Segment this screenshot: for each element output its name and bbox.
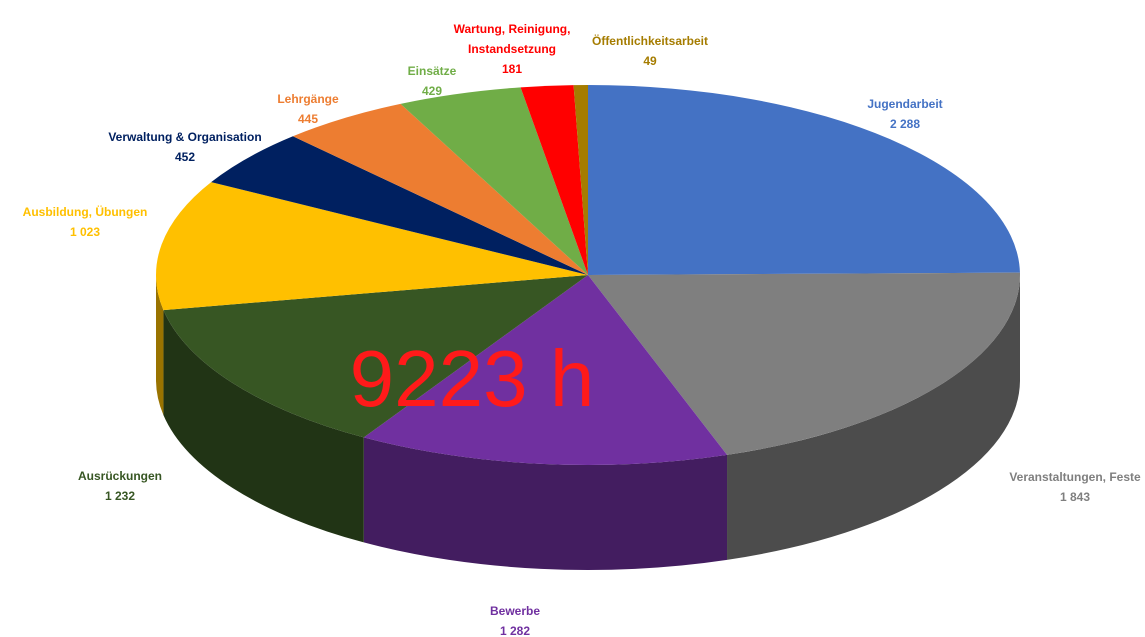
- slice: [156, 182, 589, 311]
- slice: [588, 272, 1020, 455]
- total-annotation: 9223 h: [350, 334, 595, 423]
- slice-label: Lehrgänge: [277, 92, 339, 106]
- value-label: 1 023: [70, 225, 100, 239]
- slice-side: [727, 275, 1020, 560]
- value-label: 1 232: [105, 489, 135, 503]
- value-label: 1 843: [1060, 490, 1090, 504]
- slice-label: Ausbildung, Übungen: [23, 204, 148, 219]
- value-label: 181: [502, 62, 522, 76]
- slice: [400, 87, 588, 275]
- slice-side: [163, 310, 364, 543]
- slice-label: Einsätze: [408, 64, 457, 78]
- pie-tops: [156, 85, 1020, 466]
- labels: Jugendarbeit 2 288 Veranstaltungen, Feste 1…: [23, 22, 1141, 637]
- value-label: 2 288: [890, 117, 920, 131]
- slice-label: Ausrückungen: [78, 469, 162, 483]
- slice: [363, 275, 728, 466]
- value-label: 429: [422, 84, 442, 98]
- slice-label: Verwaltung & Organisation: [108, 130, 261, 144]
- value-label: 49: [643, 54, 657, 68]
- slice: [588, 85, 1020, 275]
- value-label: 445: [298, 112, 318, 126]
- slice-label: Öffentlichkeitsarbeit: [592, 33, 708, 48]
- slice-label: Veranstaltungen, Feste: [1009, 470, 1141, 484]
- label-line: Wartung, Reinigung,: [454, 22, 571, 36]
- slice-label: Jugendarbeit: [867, 97, 942, 111]
- slice: [211, 136, 588, 275]
- slice-label: Bewerbe: [490, 604, 540, 618]
- value-label: 1 282: [500, 624, 530, 637]
- slice: [292, 103, 588, 275]
- value-label: 452: [175, 150, 195, 164]
- pie-sides: [156, 275, 1020, 570]
- slice: [573, 85, 588, 275]
- slice-side: [156, 275, 164, 416]
- slice: [520, 85, 588, 275]
- label-line: Instandsetzung: [468, 42, 556, 56]
- slice-side: [363, 437, 728, 570]
- slice-label: Wartung, Reinigung, Instandsetzung: [454, 22, 571, 56]
- slice: [163, 275, 588, 438]
